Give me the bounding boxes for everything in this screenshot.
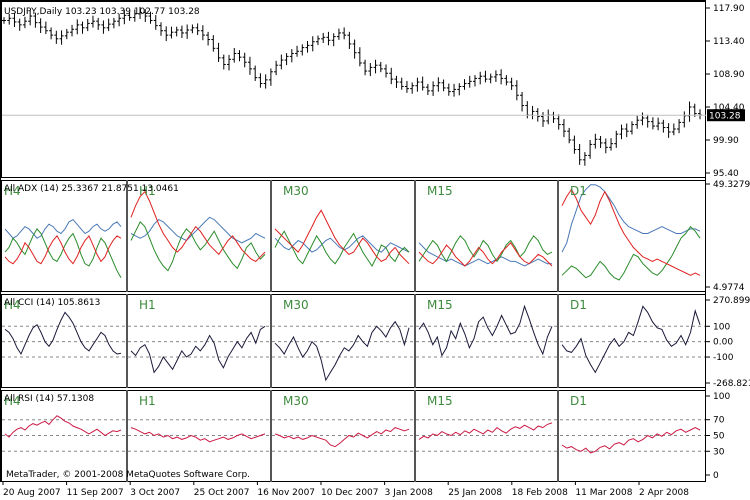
timeframe-label-d1: D1 bbox=[570, 394, 587, 408]
price-window-title: USDJPY,Daily 103.23 103.39 102.77 103.28 bbox=[4, 7, 200, 17]
series-rsi-line bbox=[418, 422, 553, 440]
series-di-line bbox=[130, 221, 266, 272]
timeframe-label-h4: H4 bbox=[4, 298, 21, 312]
indicator-axis-label: 0.00 bbox=[713, 338, 733, 348]
time-axis-label: 3 Jan 2008 bbox=[385, 488, 433, 498]
indicator-axis-label: 100 bbox=[713, 322, 730, 332]
indicator-title: All ADX (14) 25.3367 21.8751 13.0461 bbox=[4, 184, 179, 194]
indicator-axis-label: -268.821 bbox=[713, 379, 750, 389]
indicator-axis-label: 70 bbox=[713, 416, 725, 426]
time-axis-label: 18 Feb 2008 bbox=[512, 488, 568, 498]
current-price-tag bbox=[707, 109, 745, 122]
timeframe-label-m15: M15 bbox=[427, 394, 453, 408]
price-axis-label: 108.90 bbox=[713, 70, 745, 80]
indicator-axis-label: 49.3279 bbox=[713, 180, 750, 190]
subwindow-frame-2[interactable] bbox=[1, 294, 706, 388]
time-axis-label: 25 Oct 2007 bbox=[194, 488, 250, 498]
time-axis-label: 25 Jan 2008 bbox=[448, 488, 502, 498]
subwindow-frame-1[interactable] bbox=[1, 180, 706, 292]
series-adx-line bbox=[561, 184, 701, 253]
timeframe-label-h1: H1 bbox=[139, 184, 156, 198]
series-adx-line bbox=[274, 235, 410, 253]
timeframe-label-h1: H1 bbox=[139, 298, 156, 312]
timeframe-label-m15: M15 bbox=[427, 298, 453, 312]
time-axis-label: 2 Apr 2008 bbox=[639, 488, 689, 498]
timeframe-label-m30: M30 bbox=[283, 184, 309, 198]
time-axis-label: 11 Mar 2008 bbox=[575, 488, 632, 498]
price-axis-label: 113.40 bbox=[713, 37, 745, 47]
timeframe-label-m30: M30 bbox=[283, 298, 309, 312]
copyright-text: MetaTrader, © 2001-2008 MetaQuotes Softw… bbox=[6, 470, 250, 480]
series-rsi-line bbox=[274, 427, 410, 448]
series-di-line bbox=[274, 209, 410, 265]
indicator-axis-label: 0 bbox=[713, 471, 719, 481]
series-di-line bbox=[4, 234, 122, 265]
subwindow-frame-3[interactable] bbox=[1, 390, 706, 482]
indicator-axis-label: 30 bbox=[713, 447, 725, 457]
price-axis-label: 99.90 bbox=[713, 136, 739, 146]
series-rsi-line bbox=[130, 427, 266, 443]
timeframe-label-h1: H1 bbox=[139, 394, 156, 408]
time-axis-label: 20 Aug 2007 bbox=[3, 488, 61, 498]
current-price-value: 103.28 bbox=[709, 112, 741, 122]
timeframe-label-m15: M15 bbox=[427, 184, 453, 198]
timeframe-label-h4: H4 bbox=[4, 184, 21, 198]
series-di-line bbox=[274, 230, 410, 267]
price-axis-label: 104.40 bbox=[713, 103, 745, 113]
price-axis-label: 95.40 bbox=[713, 169, 739, 179]
indicator-axis-label: 100 bbox=[713, 392, 730, 402]
timeframe-label-m30: M30 bbox=[283, 394, 309, 408]
series-cci-line bbox=[4, 311, 122, 356]
time-axis-label: 3 Oct 2007 bbox=[130, 488, 180, 498]
series-di-line bbox=[418, 242, 553, 267]
timeframe-label-h4: H4 bbox=[4, 394, 21, 408]
series-di-line bbox=[4, 228, 122, 278]
series-rsi-line bbox=[561, 427, 701, 454]
indicator-title: All CCI (14) 105.8613 bbox=[4, 298, 100, 308]
series-cci-line bbox=[274, 320, 410, 382]
subwindow-frame-0[interactable] bbox=[1, 1, 706, 178]
series-adx-line bbox=[4, 218, 122, 239]
indicator-axis-label: -100 bbox=[713, 353, 734, 363]
indicator-axis-label: 4.9774 bbox=[713, 283, 745, 293]
price-axis-label: 117.90 bbox=[713, 4, 745, 14]
time-axis-label: 11 Sep 2007 bbox=[67, 488, 124, 498]
series-di-line bbox=[561, 225, 701, 281]
series-di-line bbox=[561, 188, 701, 276]
series-cci-line bbox=[130, 325, 266, 374]
series-di-line bbox=[130, 190, 266, 263]
timeframe-label-d1: D1 bbox=[570, 298, 587, 312]
indicator-title: All RSI (14) 57.1308 bbox=[4, 394, 94, 404]
price-bars bbox=[2, 6, 702, 166]
time-axis-label: 16 Nov 2007 bbox=[257, 488, 315, 498]
indicator-axis-label: 50 bbox=[713, 432, 725, 442]
series-rsi-line bbox=[4, 415, 122, 438]
timeframe-label-d1: D1 bbox=[570, 184, 587, 198]
series-cci-line bbox=[561, 305, 701, 374]
series-cci-line bbox=[418, 304, 553, 357]
time-axis-label: 10 Dec 2007 bbox=[321, 488, 379, 498]
